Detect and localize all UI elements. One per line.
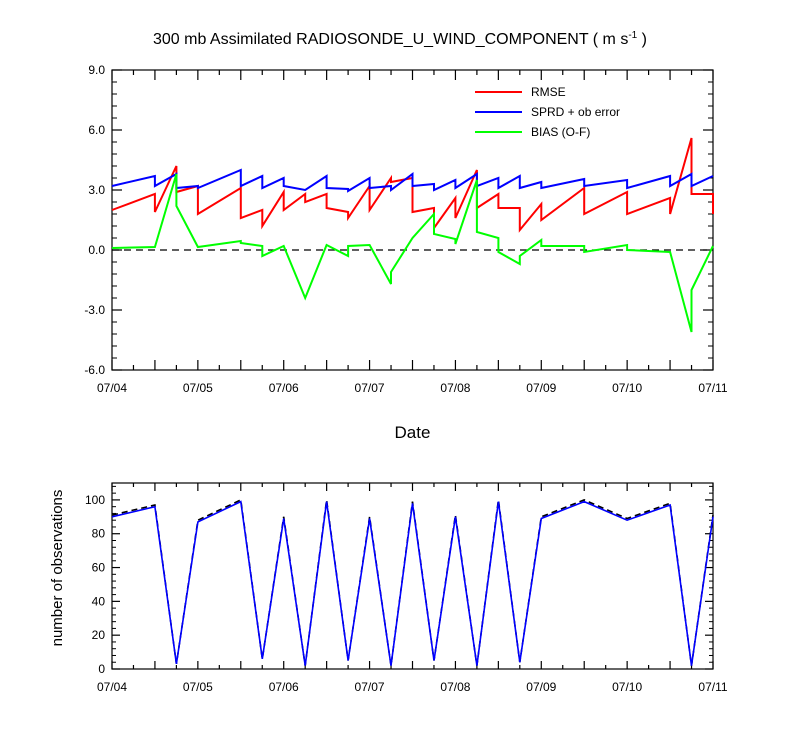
series-line-sprd-ob-error [111, 168, 714, 193]
x-tick-label: 07/06 [269, 680, 299, 694]
y-tick-label: 6.0 [88, 123, 105, 137]
y-tick-label: -6.0 [84, 363, 105, 377]
x-tick-label: 07/04 [97, 381, 127, 395]
series-line-used [111, 500, 714, 666]
legend-label-sprd-ob-error: SPRD + ob error [531, 105, 620, 119]
x-tick-label: 07/07 [355, 680, 385, 694]
series-line-bias-o-f [111, 173, 714, 333]
y-tick-label: 9.0 [88, 63, 105, 77]
legend-label-rmse: RMSE [531, 85, 566, 99]
x-tick-label: 07/07 [355, 381, 385, 395]
series-line-possible [111, 498, 714, 666]
x-tick-label: 07/04 [97, 680, 127, 694]
y-tick-label: 80 [92, 527, 106, 541]
chart-title: 300 mb Assimilated RADIOSONDE_U_WIND_COM… [153, 30, 647, 48]
plot-frame [111, 69, 714, 371]
x-tick-label: 07/11 [698, 680, 727, 694]
x-tick-label: 07/10 [612, 381, 642, 395]
x-tick-label: 07/08 [440, 381, 470, 395]
x-tick-label: 07/05 [183, 680, 213, 694]
x-tick-label: 07/08 [440, 680, 470, 694]
y-tick-label: 20 [92, 628, 106, 642]
y-tick-label: -3.0 [84, 303, 105, 317]
observations-panel: 0 20 40 60 80 100 07/04 07/05 07/06 07/07 07/08 07/… [49, 482, 728, 694]
y-tick-label: 60 [92, 561, 106, 575]
y-tick-label: 40 [92, 594, 106, 608]
y-axis-title: number of observations [49, 490, 66, 647]
y-tick-label: 3.0 [88, 183, 105, 197]
x-tick-label: 07/06 [269, 381, 299, 395]
plot-frame [111, 482, 714, 670]
x-tick-label: 07/11 [698, 381, 727, 395]
legend-label-bias-o-f: BIAS (O-F) [531, 125, 590, 139]
y-tick-label: 100 [85, 493, 105, 507]
x-tick-label: 07/09 [526, 381, 556, 395]
x-tick-label: 07/09 [526, 680, 556, 694]
x-tick-label: 07/05 [183, 381, 213, 395]
y-tick-label: 0.0 [88, 243, 105, 257]
rmse-bias-panel: -6.0 -3.0 0.0 3.0 6.0 9.0 07/04 07/05 07/06 07/07… [84, 30, 728, 442]
x-axis-title: Date [395, 423, 431, 442]
y-tick-label: 0 [98, 662, 105, 676]
x-tick-label: 07/10 [612, 680, 642, 694]
